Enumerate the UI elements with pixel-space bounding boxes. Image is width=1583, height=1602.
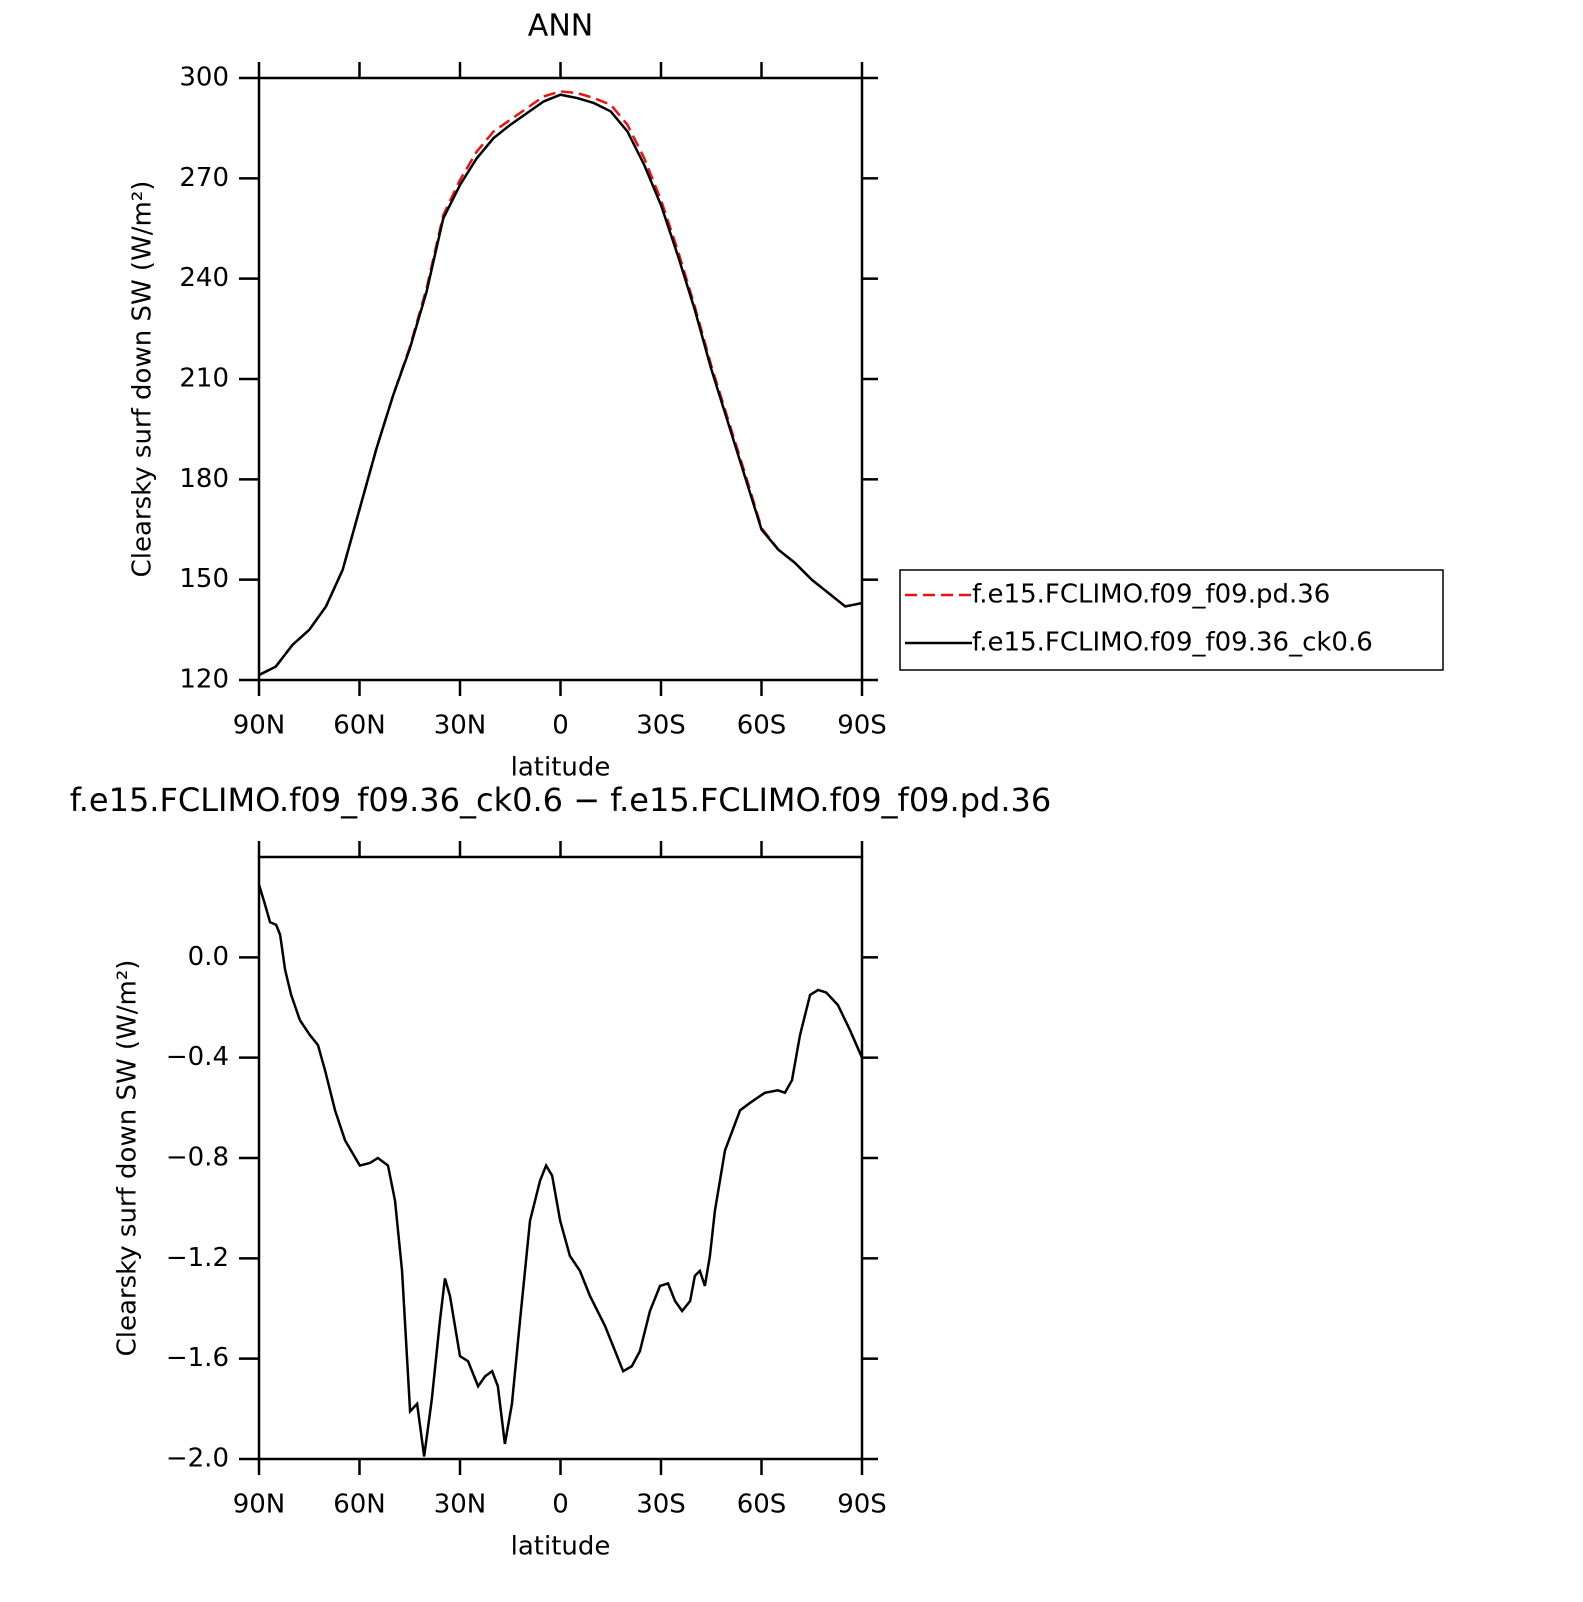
chart-title: ANN <box>528 9 593 44</box>
x-tick-label: 0 <box>552 711 569 741</box>
x-tick-label: 60S <box>737 711 787 741</box>
y-tick-label: −1.2 <box>166 1243 229 1273</box>
data-line <box>257 884 864 1457</box>
x-axis-label: latitude <box>511 1532 611 1562</box>
y-tick-label: 300 <box>179 63 229 93</box>
x-tick-label: 90S <box>837 711 887 741</box>
y-axis-label: Clearsky surf down SW (W/m²) <box>113 960 143 1357</box>
x-tick-label: 60S <box>737 1490 787 1520</box>
data-line <box>258 90 863 677</box>
x-tick-label: 30N <box>434 711 487 741</box>
y-tick-label: 210 <box>179 364 229 394</box>
x-tick-label: 30S <box>636 711 686 741</box>
x-tick-label: 90N <box>233 711 286 741</box>
y-tick-label: 120 <box>179 665 229 695</box>
plot-frame <box>257 855 864 1461</box>
legend-box <box>899 569 1444 671</box>
x-tick-label: 30N <box>434 1490 487 1520</box>
x-tick-label: 90S <box>837 1490 887 1520</box>
chart-title: f.e15.FCLIMO.f09_f09.36_ck0.6 − f.e15.FC… <box>70 781 1051 819</box>
y-tick-label: −2.0 <box>166 1444 229 1474</box>
y-tick-label: −0.8 <box>166 1143 229 1173</box>
plot-frame <box>257 76 864 682</box>
y-tick-label: 0.0 <box>188 942 229 972</box>
legend-label: f.e15.FCLIMO.f09_f09.pd.36 <box>972 580 1330 610</box>
x-tick-label: 60N <box>333 1490 386 1520</box>
y-tick-label: 270 <box>179 163 229 193</box>
x-tick-label: 30S <box>636 1490 686 1520</box>
x-tick-label: 0 <box>552 1490 569 1520</box>
data-line <box>258 93 863 677</box>
x-tick-label: 90N <box>233 1490 286 1520</box>
y-tick-label: 150 <box>179 564 229 594</box>
y-tick-label: −0.4 <box>166 1042 229 1072</box>
legend-label: f.e15.FCLIMO.f09_f09.36_ck0.6 <box>972 628 1373 658</box>
y-axis-label: Clearsky surf down SW (W/m²) <box>128 181 158 578</box>
y-tick-label: 240 <box>179 263 229 293</box>
x-tick-label: 60N <box>333 711 386 741</box>
y-tick-label: 180 <box>179 464 229 494</box>
x-axis-label: latitude <box>511 753 611 783</box>
y-tick-label: −1.6 <box>166 1343 229 1373</box>
